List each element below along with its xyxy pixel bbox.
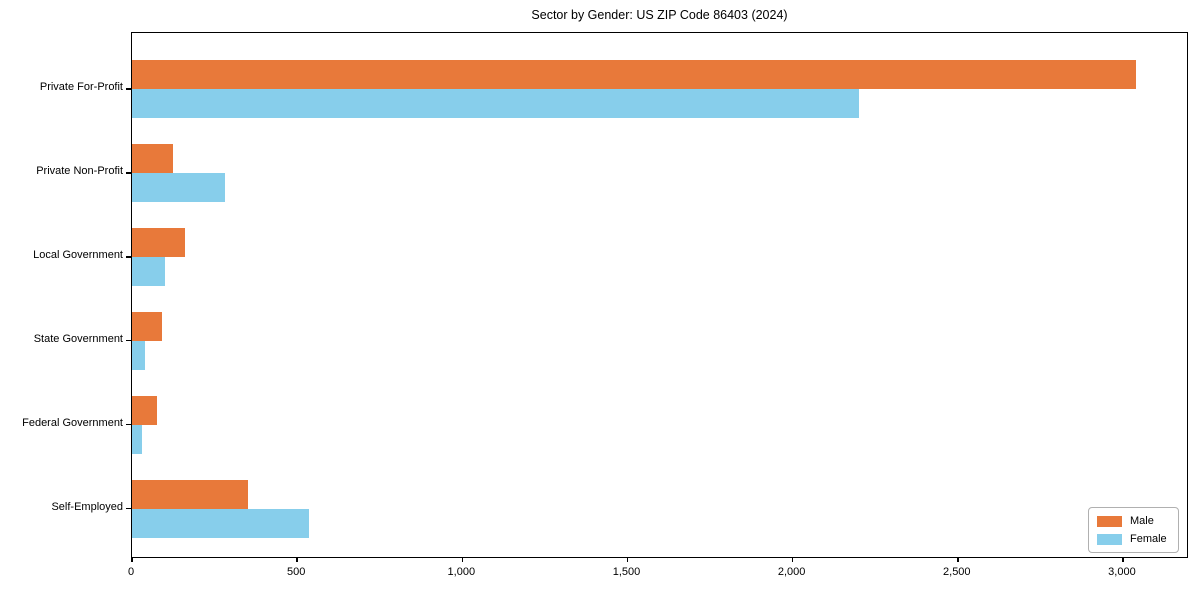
x-tick-2500 [957, 557, 959, 562]
bar-male-federal-government [132, 395, 157, 425]
bar-male-private-non-profit [132, 143, 174, 173]
bar-female-local-government [132, 256, 165, 286]
bar-female-private-for-profit [132, 89, 859, 118]
x-tick-label-2000: 2,000 [777, 566, 806, 578]
chart-title: Sector by Gender: US ZIP Code 86403 (202… [531, 8, 788, 22]
legend-swatch-female [1097, 533, 1122, 545]
x-tick-0 [131, 557, 133, 562]
bar-male-local-government [132, 227, 185, 257]
legend: Male Female [1088, 507, 1179, 553]
y-tick-private-non-profit [126, 172, 132, 174]
legend-entry-female: Female [1097, 532, 1170, 546]
legend-label-male: Male [1130, 515, 1154, 527]
bar-male-self-employed [132, 479, 248, 509]
x-tick-1500 [626, 557, 629, 562]
y-tick-federal-government [126, 423, 132, 426]
y-label-private-for-profit: Private For-Profit [39, 81, 123, 93]
bar-female-state-government [132, 340, 145, 370]
legend-label-female: Female [1130, 533, 1167, 545]
y-tick-state-government [126, 339, 132, 342]
y-tick-local-government [126, 256, 132, 258]
bar-female-self-employed [132, 508, 309, 538]
legend-entry-male: Male [1097, 514, 1170, 528]
y-label-self-employed: Self-Employed [51, 500, 123, 513]
x-tick-3000 [1122, 557, 1124, 562]
x-tick-label-1500: 1,500 [612, 566, 641, 578]
legend-swatch-male [1097, 515, 1122, 527]
x-tick-label-2500: 2,500 [943, 566, 971, 578]
y-label-local-government: Local Government [33, 248, 123, 261]
bar-female-private-non-profit [132, 172, 225, 202]
y-tick-self-employed [126, 507, 132, 510]
x-tick-2000 [791, 557, 794, 562]
x-tick-label-0: 0 [127, 566, 135, 578]
bar-female-federal-government [132, 424, 142, 454]
x-tick-500 [296, 557, 298, 562]
x-tick-label-3000: 3,000 [1108, 566, 1136, 578]
y-tick-private-for-profit [126, 88, 132, 90]
bar-male-private-for-profit [132, 60, 1137, 89]
y-label-federal-government: Federal Government [22, 416, 123, 429]
x-tick-1000 [461, 557, 464, 562]
y-label-private-non-profit: Private Non-Profit [36, 164, 123, 177]
bar-male-state-government [132, 311, 162, 341]
y-label-state-government: State Government [33, 332, 123, 345]
x-tick-label-500: 500 [286, 566, 306, 578]
plot-area [126, 32, 1188, 562]
x-tick-label-1000: 1,000 [447, 566, 476, 578]
